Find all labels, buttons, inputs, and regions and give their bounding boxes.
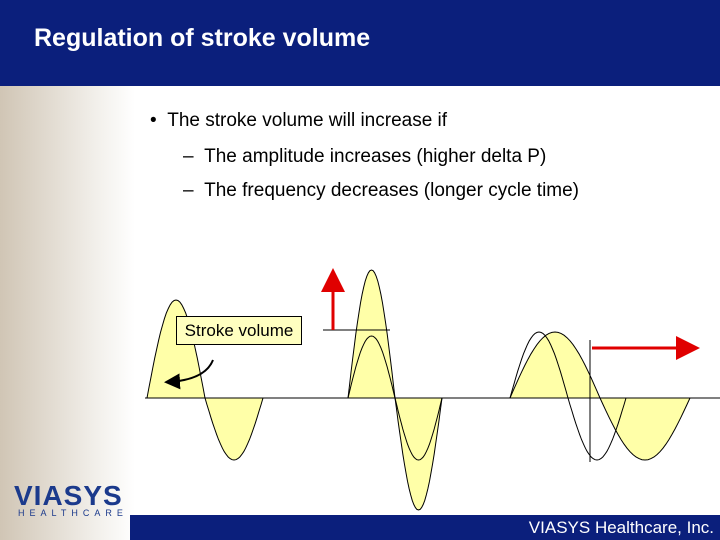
bullet: • The stroke volume will increase if [150,110,448,131]
slide-title: Regulation of stroke volume [34,24,371,52]
stroke-volume-label: Stroke volume [176,316,302,345]
sub-bullet: – The amplitude increases (higher delta … [183,146,547,167]
logo-subtitle: HEALTHCARE [18,508,128,518]
footer-text: VIASYS Healthcare, Inc. [528,518,714,537]
pointer-arrow [164,359,214,390]
wave-outline [347,335,443,461]
side-photo [0,86,135,540]
sub-bullet-text: The amplitude increases (higher delta P) [204,146,547,167]
bullet-text: The stroke volume will increase if [167,110,448,131]
sub-bullet-text: The frequency decreases (longer cycle ti… [204,180,580,201]
sub-bullet: – The frequency decreases (longer cycle … [183,180,580,201]
footer-bar [130,515,720,540]
title-bar [0,0,720,86]
wave-high-amplitude [347,269,443,511]
logo: VIASYS [14,480,123,511]
wave-outline [509,331,627,461]
wave-low-frequency [509,331,691,461]
